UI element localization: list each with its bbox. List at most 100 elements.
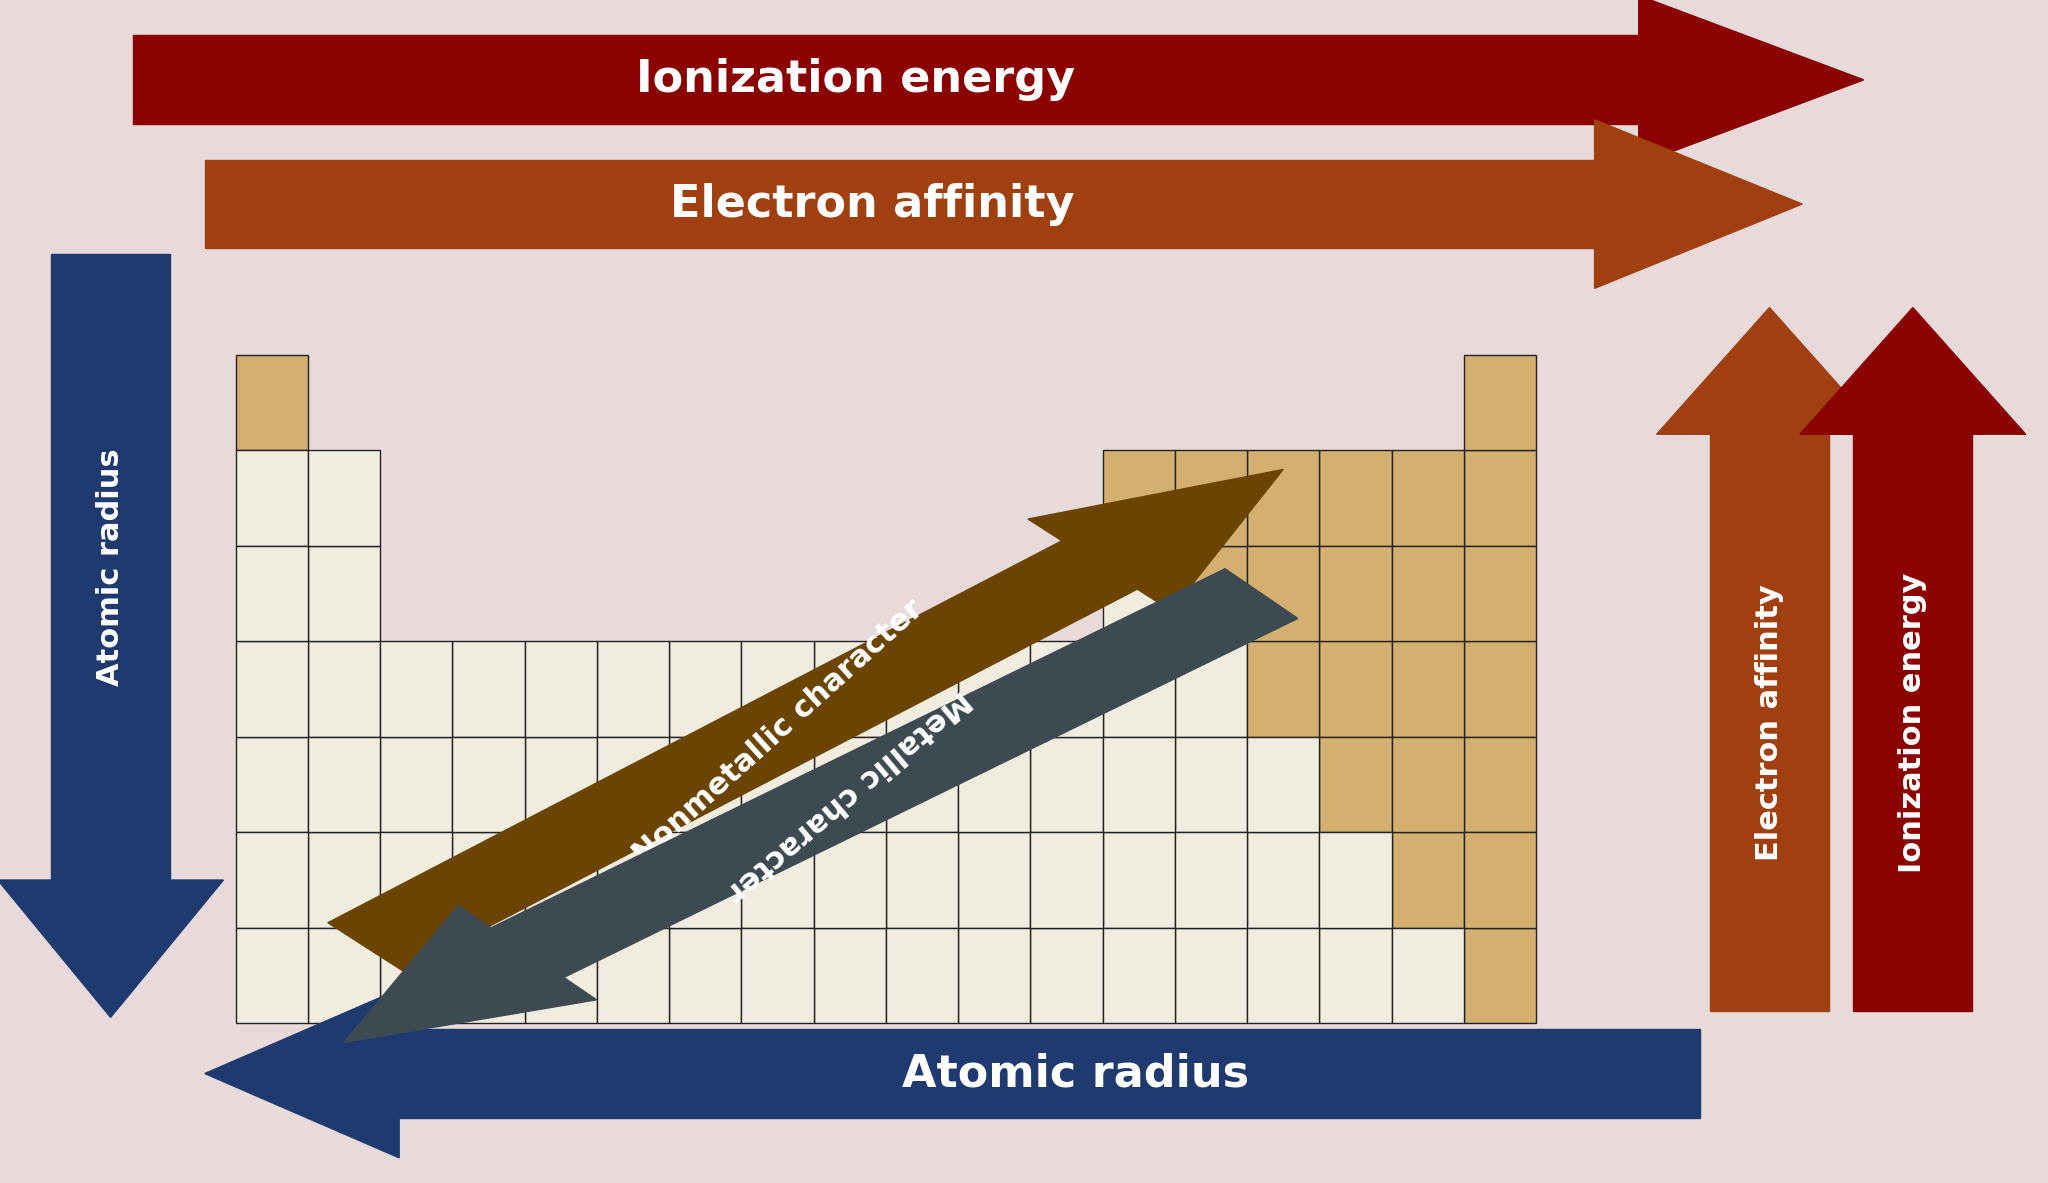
Bar [670,833,741,927]
Bar [1464,927,1536,1023]
Bar [307,737,381,833]
Bar [1102,927,1176,1023]
Bar [1176,641,1247,737]
Bar [741,737,813,833]
Bar [1247,737,1319,833]
Bar [596,641,670,737]
Bar [1176,833,1247,927]
Bar [1391,833,1464,927]
Bar [1102,451,1176,545]
Bar [236,641,307,737]
Bar [453,641,524,737]
Bar [524,737,596,833]
Bar [885,737,958,833]
Bar [1030,927,1102,1023]
Bar [1464,355,1536,451]
Bar [205,160,1595,248]
Bar [236,451,307,545]
Bar [236,927,307,1023]
Bar [1464,451,1536,545]
Bar [958,927,1030,1023]
Polygon shape [0,880,223,1017]
Bar [596,737,670,833]
Bar [1464,545,1536,641]
Polygon shape [1800,308,2025,434]
Bar [813,737,885,833]
Bar [1247,927,1319,1023]
Bar [1319,451,1391,545]
Bar [1247,833,1319,927]
Text: Nonmetallic character: Nonmetallic character [629,594,930,870]
Bar [1030,641,1102,737]
Bar [1391,545,1464,641]
Bar [1030,737,1102,833]
Bar [236,545,307,641]
Text: Atomic radius: Atomic radius [901,1052,1249,1095]
Text: Ionization energy: Ionization energy [1898,573,1927,873]
Bar [1102,833,1176,927]
Bar [381,641,453,737]
Bar [1710,434,1829,1011]
Bar [1176,451,1247,545]
Bar [670,737,741,833]
Polygon shape [344,569,1298,1042]
Polygon shape [1638,0,1864,164]
Bar [133,35,1638,124]
Text: Electron affinity: Electron affinity [670,182,1073,226]
Bar [1464,833,1536,927]
Bar [813,641,885,737]
Bar [524,927,596,1023]
Bar [741,641,813,737]
Bar [596,833,670,927]
Bar [1319,927,1391,1023]
Bar [236,833,307,927]
Bar [1102,641,1176,737]
Bar [741,927,813,1023]
Text: Electron affinity: Electron affinity [1755,584,1784,861]
Bar [813,833,885,927]
Bar [307,833,381,927]
Bar [1464,641,1536,737]
Bar [1391,641,1464,737]
Bar [307,641,381,737]
Bar [1464,737,1536,833]
Bar [1247,641,1319,737]
Bar [51,254,170,880]
Text: Ionization energy: Ionization energy [637,58,1075,102]
Bar [524,641,596,737]
Bar [885,641,958,737]
Bar [1247,545,1319,641]
Bar [453,737,524,833]
Bar [399,1029,1700,1118]
Bar [1102,545,1176,641]
Bar [524,833,596,927]
Bar [958,737,1030,833]
Bar [1319,641,1391,737]
Bar [885,833,958,927]
Bar [236,737,307,833]
Bar [307,927,381,1023]
Bar [1319,737,1391,833]
Bar [813,927,885,1023]
Bar [596,927,670,1023]
Bar [307,545,381,641]
Bar [453,833,524,927]
Bar [1391,451,1464,545]
Bar [236,355,307,451]
Bar [1102,737,1176,833]
Bar [381,833,453,927]
Polygon shape [1657,308,1882,434]
Bar [958,833,1030,927]
Bar [1391,927,1464,1023]
Bar [381,737,453,833]
Bar [1319,833,1391,927]
Bar [741,833,813,927]
Bar [885,927,958,1023]
Bar [670,641,741,737]
Bar [670,927,741,1023]
Bar [1176,927,1247,1023]
Bar [381,927,453,1023]
Bar [453,927,524,1023]
Text: Metallic character: Metallic character [721,684,977,907]
Bar [307,451,381,545]
